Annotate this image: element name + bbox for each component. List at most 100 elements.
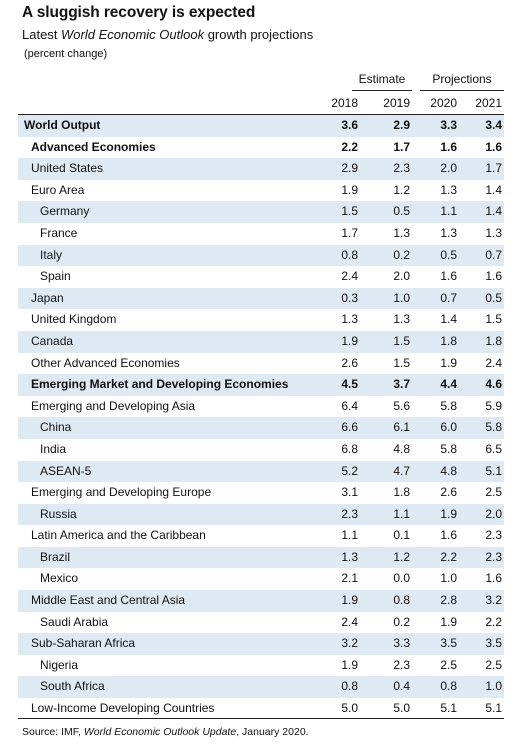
value-cell: 1.3 [440,182,457,197]
value-cell: 5.1 [440,701,457,716]
value-cell: 1.3 [440,225,457,240]
row-label: Emerging and Developing Europe [31,485,212,500]
table-row: Advanced Economies 2.2 1.7 1.6 1.6 [18,137,504,159]
value-cell: 2.3 [485,549,502,564]
value-cell: 4.7 [393,463,410,478]
value-cell: 1.8 [440,333,457,348]
value-cell: 1.6 [440,528,457,543]
row-label: Middle East and Central Asia [31,593,186,608]
value-cell: 1.1 [440,204,457,219]
value-cell: 1.9 [440,614,457,629]
table-body: World Output 3.6 2.9 3.3 3.4 Advanced Economi… [18,115,504,720]
value-cell: 1.8 [393,485,410,500]
value-cell: 4.6 [485,377,502,392]
value-cell: 5.0 [393,701,410,716]
year-header: 2021 [475,96,502,110]
table-row: Latin America and the Caribbean 1.1 0.1 1.6… [18,525,504,547]
value-cell: 3.7 [393,377,410,392]
value-cell: 2.0 [393,269,410,284]
row-label: Other Advanced Economies [31,355,180,370]
value-cell: 0.8 [341,679,358,694]
value-cell: 4.5 [341,377,358,392]
subtitle-suffix: growth projections [204,27,314,42]
table-row: Emerging and Developing Europe 3.1 1.8 2.6 2… [18,482,504,504]
table-row: Sub-Saharan Africa 3.2 3.3 3.5 3.5 [18,633,504,655]
estimate-header: Estimate [358,72,406,86]
value-cell: 5.8 [440,398,457,413]
value-cell: 5.0 [341,701,358,716]
value-cell: 1.4 [485,204,502,219]
value-cell: 6.6 [341,420,358,435]
value-cell: 1.3 [393,225,410,240]
row-label: Saudi Arabia [40,614,109,629]
value-cell: 0.2 [393,614,410,629]
table-row: Euro Area 1.9 1.2 1.3 1.4 [18,180,504,202]
source-suffix: , January 2020. [236,726,309,738]
table-row: Emerging Market and Developing Economies… [18,374,504,396]
value-cell: 0.8 [341,247,358,262]
table-row: Emerging and Developing Asia 6.4 5.6 5.8 5.9 [18,396,504,418]
subtitle-publication: World Economic Outlook [61,27,205,42]
value-cell: 3.3 [440,118,457,132]
value-cell: 2.3 [485,528,502,543]
row-label: Germany [40,204,90,219]
value-cell: 0.8 [393,593,410,608]
value-cell: 1.7 [341,225,358,240]
row-label: Low-Income Developing Countries [31,701,215,716]
value-cell: 5.2 [341,463,358,478]
row-label: Mexico [40,571,79,586]
value-cell: 2.9 [341,161,358,176]
projections-header: Projections [432,72,492,86]
row-label: ASEAN-5 [40,463,92,478]
value-cell: 2.0 [440,161,457,176]
value-cell: 3.6 [341,118,358,132]
row-label: United Kingdom [31,312,117,327]
table-row: Nigeria 1.9 2.3 2.5 2.5 [18,655,504,677]
table-row: Russia 2.3 1.1 1.9 2.0 [18,503,504,526]
year-header: 2019 [383,96,410,110]
row-label: Spain [40,269,71,284]
value-cell: 2.2 [440,549,457,564]
value-cell: 1.9 [440,355,457,370]
value-cell: 2.0 [485,506,502,521]
value-cell: 2.9 [393,118,410,132]
table-row: Japan 0.3 1.0 0.7 0.5 [18,287,504,310]
row-label: United States [31,161,104,176]
value-cell: 1.0 [440,571,457,586]
value-cell: 1.6 [485,139,502,154]
source-note: Source: IMF, World Economic Outlook Upda… [22,726,309,738]
value-cell: 1.6 [440,139,457,154]
table-row: Italy 0.8 0.2 0.5 0.7 [18,244,504,267]
table-row: China 6.6 6.1 6.0 5.8 [18,417,504,439]
value-cell: 2.2 [485,614,502,629]
value-cell: 1.7 [393,139,410,154]
value-cell: 1.6 [440,269,457,284]
value-cell: 2.2 [341,139,358,154]
row-label: South Africa [40,679,105,694]
source-publication: World Economic Outlook Update [83,726,237,738]
value-cell: 5.1 [485,701,502,716]
table-top-rule [18,114,504,116]
value-cell: 1.4 [440,312,457,327]
table-bottom-rule [18,718,504,719]
value-cell: 2.4 [485,355,502,370]
value-cell: 1.7 [485,161,502,176]
value-cell: 1.6 [485,571,502,586]
value-cell: 5.8 [440,441,457,456]
row-label: France [40,225,78,240]
value-cell: 3.1 [341,485,358,500]
value-cell: 3.2 [485,593,502,608]
table-title: A sluggish recovery is expected [22,4,256,21]
value-cell: 4.4 [440,377,457,392]
value-cell: 1.9 [341,182,358,197]
row-label: Latin America and the Caribbean [31,528,206,543]
table-subtitle: Latest World Economic Outlook growth pro… [22,27,313,42]
value-cell: 5.8 [485,420,502,435]
value-cell: 2.6 [440,485,457,500]
value-cell: 2.1 [341,571,358,586]
value-cell: 0.2 [393,247,410,262]
value-cell: 2.8 [440,593,457,608]
value-cell: 1.5 [341,204,358,219]
value-cell: 4.8 [440,463,457,478]
